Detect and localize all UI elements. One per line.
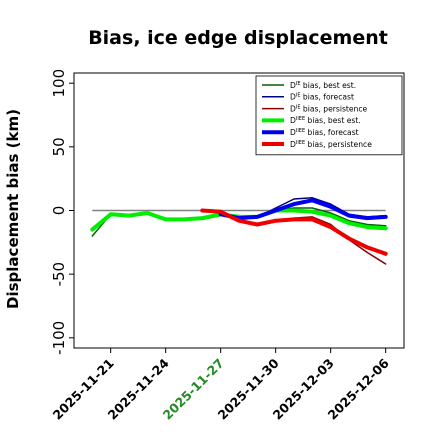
- plot-frame: [73, 72, 405, 349]
- legend-box: [255, 75, 403, 156]
- y-tick-label: 0: [50, 206, 68, 216]
- series-line-diie_fcst: [218, 198, 388, 221]
- legend-entry-de_best: DIE bias, best est.: [290, 81, 356, 90]
- y-axis-label: Displacement bias (km): [4, 109, 22, 309]
- x-ticks: 2025-11-212025-11-242025-11-272025-11-30…: [50, 348, 392, 423]
- chart-title: Bias, ice edge displacement: [88, 27, 388, 49]
- legend-entry-diie_best: DIIEE bias, best est.: [290, 116, 361, 125]
- y-tick-label: 50: [50, 137, 68, 156]
- y-tick-label: 100: [50, 69, 68, 98]
- legend-entry-de_pers: DIE bias, persistence: [290, 104, 368, 113]
- y-tick-label: -50: [50, 262, 68, 287]
- y-tick-label: -100: [50, 321, 68, 355]
- y-ticks: -100 -50 0 50 100: [50, 69, 74, 355]
- legend-entry-diie_pers: DIIEE bias, persistence: [290, 140, 372, 149]
- legend: DIE bias, best est. DIE bias, forecast DIE…: [255, 75, 403, 156]
- legend-entry-diie_fcst: DIIEE bias, forecast: [290, 128, 359, 137]
- series-line-diie_pers: [200, 208, 388, 256]
- legend-entry-de_fcst: DIE bias, forecast: [290, 93, 354, 102]
- plot-area: [73, 72, 405, 349]
